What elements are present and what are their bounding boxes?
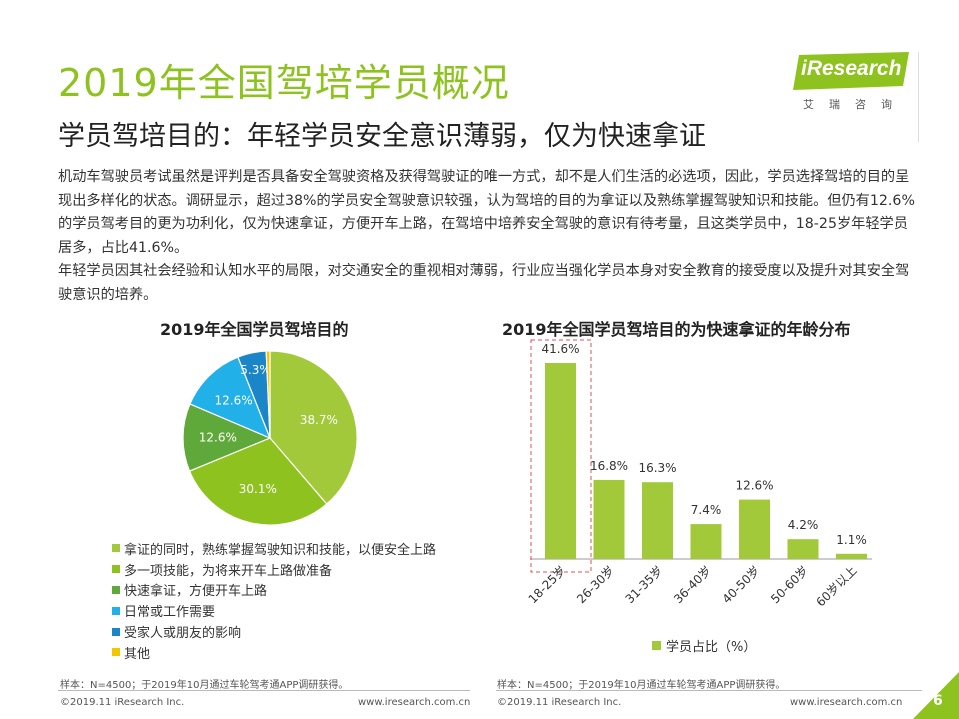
highlight-box <box>530 339 592 573</box>
pie-slice <box>265 350 271 439</box>
header-divider <box>918 52 919 142</box>
page-title: 2019年全国驾培学员概况 <box>58 61 510 105</box>
bar-value-label: 7.4% <box>691 503 722 517</box>
legend-item: 其他 <box>112 642 436 663</box>
pie-legend: 拿证的同时，熟练掌握驾驶知识和技能，以便安全上路 多一项技能，为将来开车上路做准备… <box>112 538 436 663</box>
body-text: 机动车驾驶员考试虽然是评判是否具备安全驾驶资格及获得驾驶证的唯一方式，却不是人们… <box>58 166 918 308</box>
legend-label: 日常或工作需要 <box>124 605 216 621</box>
bar-chart: 41.6% 18-25岁 16.8% 26-30岁 16.3% 31-35岁 7.4% 36-… <box>525 339 872 610</box>
pie-slice-label: 30.1% <box>239 482 277 496</box>
x-tick-label: 18-25岁 <box>525 563 569 607</box>
bar <box>787 539 819 559</box>
x-tick-label: 26-30岁 <box>573 563 617 607</box>
pie-slice <box>182 403 272 472</box>
bar-value-label: 16.8% <box>590 459 628 473</box>
legend-label: 快速拿证，方便开车上路 <box>124 584 268 600</box>
x-tick-label: 50-60岁 <box>767 563 811 607</box>
legend-swatch <box>112 627 120 636</box>
sample-note: 样本：N=4500；于2019年10月通过车轮驾考通APP调研获得。 <box>497 680 786 691</box>
bar-legend: 学员占比（%） <box>652 636 756 655</box>
x-tick-label: 40-50岁 <box>719 563 763 607</box>
legend-item: 多一项技能，为将来开车上路做准备 <box>112 559 436 580</box>
legend-label: 其他 <box>124 646 151 662</box>
legend-label: 拿证的同时，熟练掌握驾驶知识和技能，以便安全上路 <box>124 542 437 558</box>
logo-chinese-name: 艾瑞咨询 <box>803 98 907 111</box>
pie-slice <box>269 350 358 505</box>
bar <box>545 363 576 559</box>
bar-value-label: 41.6% <box>541 342 579 356</box>
footer-url: www.iresearch.com.cn <box>790 697 903 708</box>
bar <box>593 479 625 559</box>
pie-slice-label: 38.7% <box>300 413 338 427</box>
body-paragraph: 机动车驾驶员考试虽然是评判是否具备安全驾驶资格及获得驾驶证的唯一方式，却不是人们… <box>58 169 915 256</box>
bar-value-label: 12.6% <box>735 479 773 493</box>
legend-label: 多一项技能，为将来开车上路做准备 <box>124 563 333 579</box>
legend-label: 受家人或朋友的影响 <box>124 626 242 642</box>
legend-item: 快速拿证，方便开车上路 <box>112 580 436 601</box>
legend-swatch <box>112 606 120 615</box>
footer-divider <box>496 690 922 691</box>
bar <box>836 553 867 559</box>
pie-chart-title: 2019年全国学员驾培目的 <box>160 320 349 339</box>
sample-note: 样本：N=4500；于2019年10月通过车轮驾考通APP调研获得。 <box>60 680 349 691</box>
bar <box>739 499 770 559</box>
x-tick-label: 60岁以上 <box>813 563 860 610</box>
bar-chart-title: 2019年全国学员驾培目的为快速拿证的年龄分布 <box>502 320 851 339</box>
bar <box>642 482 673 559</box>
footer-url: www.iresearch.com.cn <box>358 697 471 708</box>
logo-text: iResearch <box>801 57 902 80</box>
legend-swatch <box>112 565 120 574</box>
page-number: 6 <box>933 693 943 709</box>
page-corner-shape <box>913 672 959 719</box>
legend-item: 日常或工作需要 <box>112 600 436 621</box>
bar <box>690 524 722 559</box>
legend-swatch <box>112 585 120 594</box>
iresearch-logo: iResearch <box>793 52 912 92</box>
logo-badge-shape <box>793 52 909 90</box>
body-paragraph: 年轻学员因其社会经验和认知水平的局限，对交通安全的重视相对薄弱，行业应当强化学员… <box>58 263 910 303</box>
legend-item: 受家人或朋友的影响 <box>112 621 436 642</box>
pie-chart: 38.7% 30.1% 12.6% 12.6% 5.3% <box>182 350 358 526</box>
pie-slice-label: 12.6% <box>215 394 253 408</box>
legend-item: 拿证的同时，熟练掌握驾驶知识和技能，以便安全上路 <box>112 538 436 559</box>
footer-copyright: ©2019.11 iResearch Inc. <box>497 697 622 708</box>
pie-slice <box>188 437 328 526</box>
legend-swatch <box>112 648 120 657</box>
footer-divider <box>58 690 470 691</box>
legend-swatch <box>652 641 661 650</box>
x-tick-label: 31-35岁 <box>622 563 666 607</box>
footer-copyright: ©2019.11 iResearch Inc. <box>60 697 185 708</box>
page-subtitle: 学员驾培目的：年轻学员安全意识薄弱，仅为快速拿证 <box>58 121 706 152</box>
pie-slice-label: 12.6% <box>199 431 237 445</box>
x-tick-label: 36-40岁 <box>670 563 714 607</box>
legend-label: 学员占比（%） <box>666 640 757 655</box>
pie-slice <box>189 356 272 440</box>
bar-value-label: 1.1% <box>836 533 867 547</box>
bar-value-label: 16.3% <box>638 461 676 475</box>
pie-slice-label: 5.3% <box>240 363 271 377</box>
legend-swatch <box>112 544 120 553</box>
bar-value-label: 4.2% <box>788 518 819 532</box>
